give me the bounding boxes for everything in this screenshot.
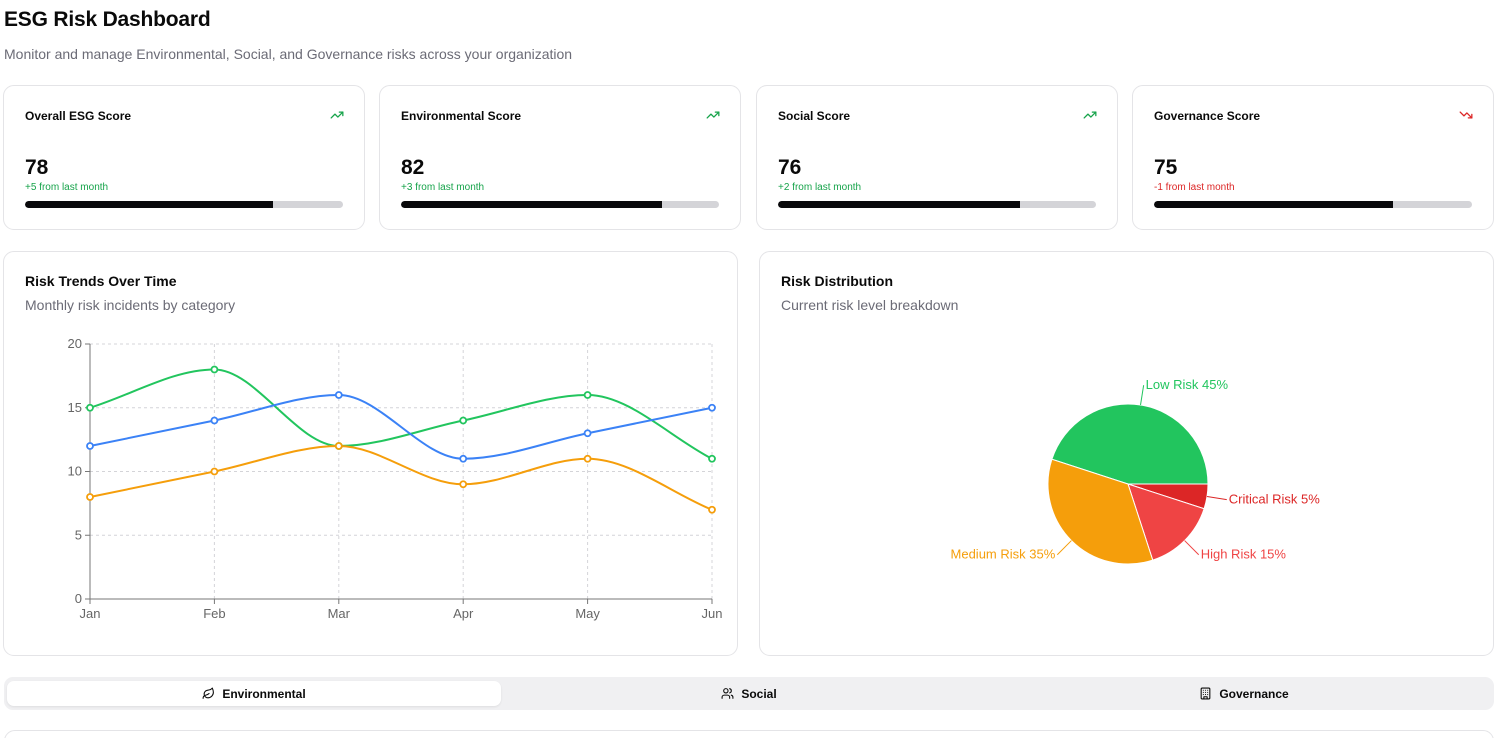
y-tick-label: 0 — [75, 591, 82, 606]
trending-up-icon — [706, 111, 720, 119]
x-tick-label: May — [575, 606, 600, 621]
series-point-0 — [583, 391, 592, 399]
building-icon — [1200, 687, 1211, 700]
score-change: +3 from last month — [401, 182, 485, 193]
governance-score-card: Governance Score 75 -1 from last month — [1132, 85, 1494, 230]
series-point-0 — [708, 454, 716, 463]
risk-distribution-title: Risk Distribution — [781, 273, 894, 289]
score-value: 78 — [25, 156, 49, 179]
series-point-2 — [583, 454, 592, 463]
score-progress-bar — [1154, 201, 1472, 208]
score-progress-bar — [778, 201, 1096, 208]
score-progress-fill — [25, 201, 274, 208]
series-point-0 — [459, 416, 468, 425]
score-progress-fill — [401, 201, 662, 208]
risk-distribution-subtitle: Current risk level breakdown — [781, 297, 959, 313]
score-card-label: Governance Score — [1154, 109, 1261, 123]
score-card-label: Social Score — [778, 109, 851, 123]
tab-social[interactable]: Social — [502, 681, 996, 706]
leaf-icon — [202, 687, 215, 699]
tab-content-panel — [4, 730, 1494, 738]
x-tick-label: Jun — [702, 606, 723, 621]
score-value: 76 — [778, 156, 802, 179]
page-subtitle: Monitor and manage Environmental, Social… — [4, 46, 573, 62]
series-point-1 — [459, 454, 468, 463]
score-change: +5 from last month — [25, 182, 109, 193]
score-progress-bar — [25, 201, 343, 208]
score-value: 75 — [1154, 156, 1178, 179]
trending-up-icon — [330, 111, 344, 119]
pie-label-leader — [1184, 540, 1200, 556]
pie-slice-label: High Risk 15% — [1201, 547, 1287, 562]
overall-esg-score-card: Overall ESG Score 78 +5 from last month — [3, 85, 365, 230]
y-tick-label: 20 — [68, 336, 82, 351]
tab-environmental[interactable]: Environmental — [7, 681, 501, 706]
score-change: +2 from last month — [778, 182, 862, 193]
tab-environmental-label: Environmental — [222, 686, 306, 701]
pie-slice-low-risk — [1051, 403, 1209, 485]
pie-label-leader — [1206, 496, 1227, 501]
x-tick-label: Mar — [328, 606, 351, 621]
score-value: 82 — [401, 156, 425, 179]
trending-up-icon — [1083, 111, 1097, 119]
risk-trends-card: Risk Trends Over Time Monthly risk incid… — [3, 251, 738, 656]
pie-slice-label: Medium Risk 35% — [951, 547, 1056, 562]
x-tick-label: Feb — [203, 606, 225, 621]
series-line-2 — [89, 444, 713, 511]
series-point-2 — [459, 480, 468, 489]
risk-trends-line-chart: 0 5 10 15 20 Jan Feb Mar Apr May Jun — [68, 336, 723, 621]
risk-distribution-pie-chart: Low Risk 45% Critical Risk 5% High Risk 15… — [951, 377, 1320, 565]
y-tick-label: 15 — [68, 400, 82, 415]
series-line-1 — [89, 393, 713, 460]
score-progress-fill — [778, 201, 1020, 208]
series-point-1 — [334, 391, 343, 399]
pie-slice-label: Critical Risk 5% — [1229, 492, 1320, 507]
series-point-2 — [708, 505, 716, 514]
pie-label-leader — [1056, 540, 1072, 556]
score-progress-bar — [401, 201, 719, 208]
series-line-0 — [89, 368, 713, 460]
tab-social-label: Social — [741, 686, 777, 701]
social-score-card: Social Score 76 +2 from last month — [756, 85, 1118, 230]
risk-distribution-card: Risk Distribution Current risk level bre… — [759, 251, 1494, 656]
series-point-1 — [210, 416, 219, 425]
y-tick-label: 5 — [75, 527, 82, 542]
page-title: ESG Risk Dashboard — [4, 8, 211, 31]
x-tick-label: Jan — [80, 606, 101, 621]
series-point-2 — [210, 467, 219, 476]
series-point-2 — [334, 442, 343, 450]
tab-governance-label: Governance — [1219, 686, 1289, 701]
esg-category-tabs: Environmental Social Governance — [4, 677, 1494, 710]
tab-governance[interactable]: Governance — [997, 681, 1491, 706]
y-tick-label: 10 — [68, 464, 82, 479]
series-point-1 — [708, 403, 716, 412]
series-point-1 — [86, 442, 94, 450]
risk-trends-title: Risk Trends Over Time — [25, 273, 177, 289]
risk-trends-subtitle: Monthly risk incidents by category — [25, 297, 236, 313]
users-icon — [721, 688, 734, 699]
trending-down-icon — [1459, 111, 1473, 119]
series-point-0 — [86, 403, 94, 412]
series-point-1 — [583, 429, 592, 438]
score-card-label: Overall ESG Score — [25, 109, 132, 123]
series-point-2 — [86, 493, 94, 501]
environmental-score-card: Environmental Score 82 +3 from last mont… — [379, 85, 741, 230]
series-point-0 — [210, 365, 219, 374]
pie-slice-label: Low Risk 45% — [1146, 377, 1229, 392]
pie-label-leader — [1140, 385, 1145, 406]
score-progress-fill — [1154, 201, 1393, 208]
score-change: -1 from last month — [1154, 182, 1235, 193]
score-card-label: Environmental Score — [401, 109, 522, 123]
x-tick-label: Apr — [453, 606, 474, 621]
